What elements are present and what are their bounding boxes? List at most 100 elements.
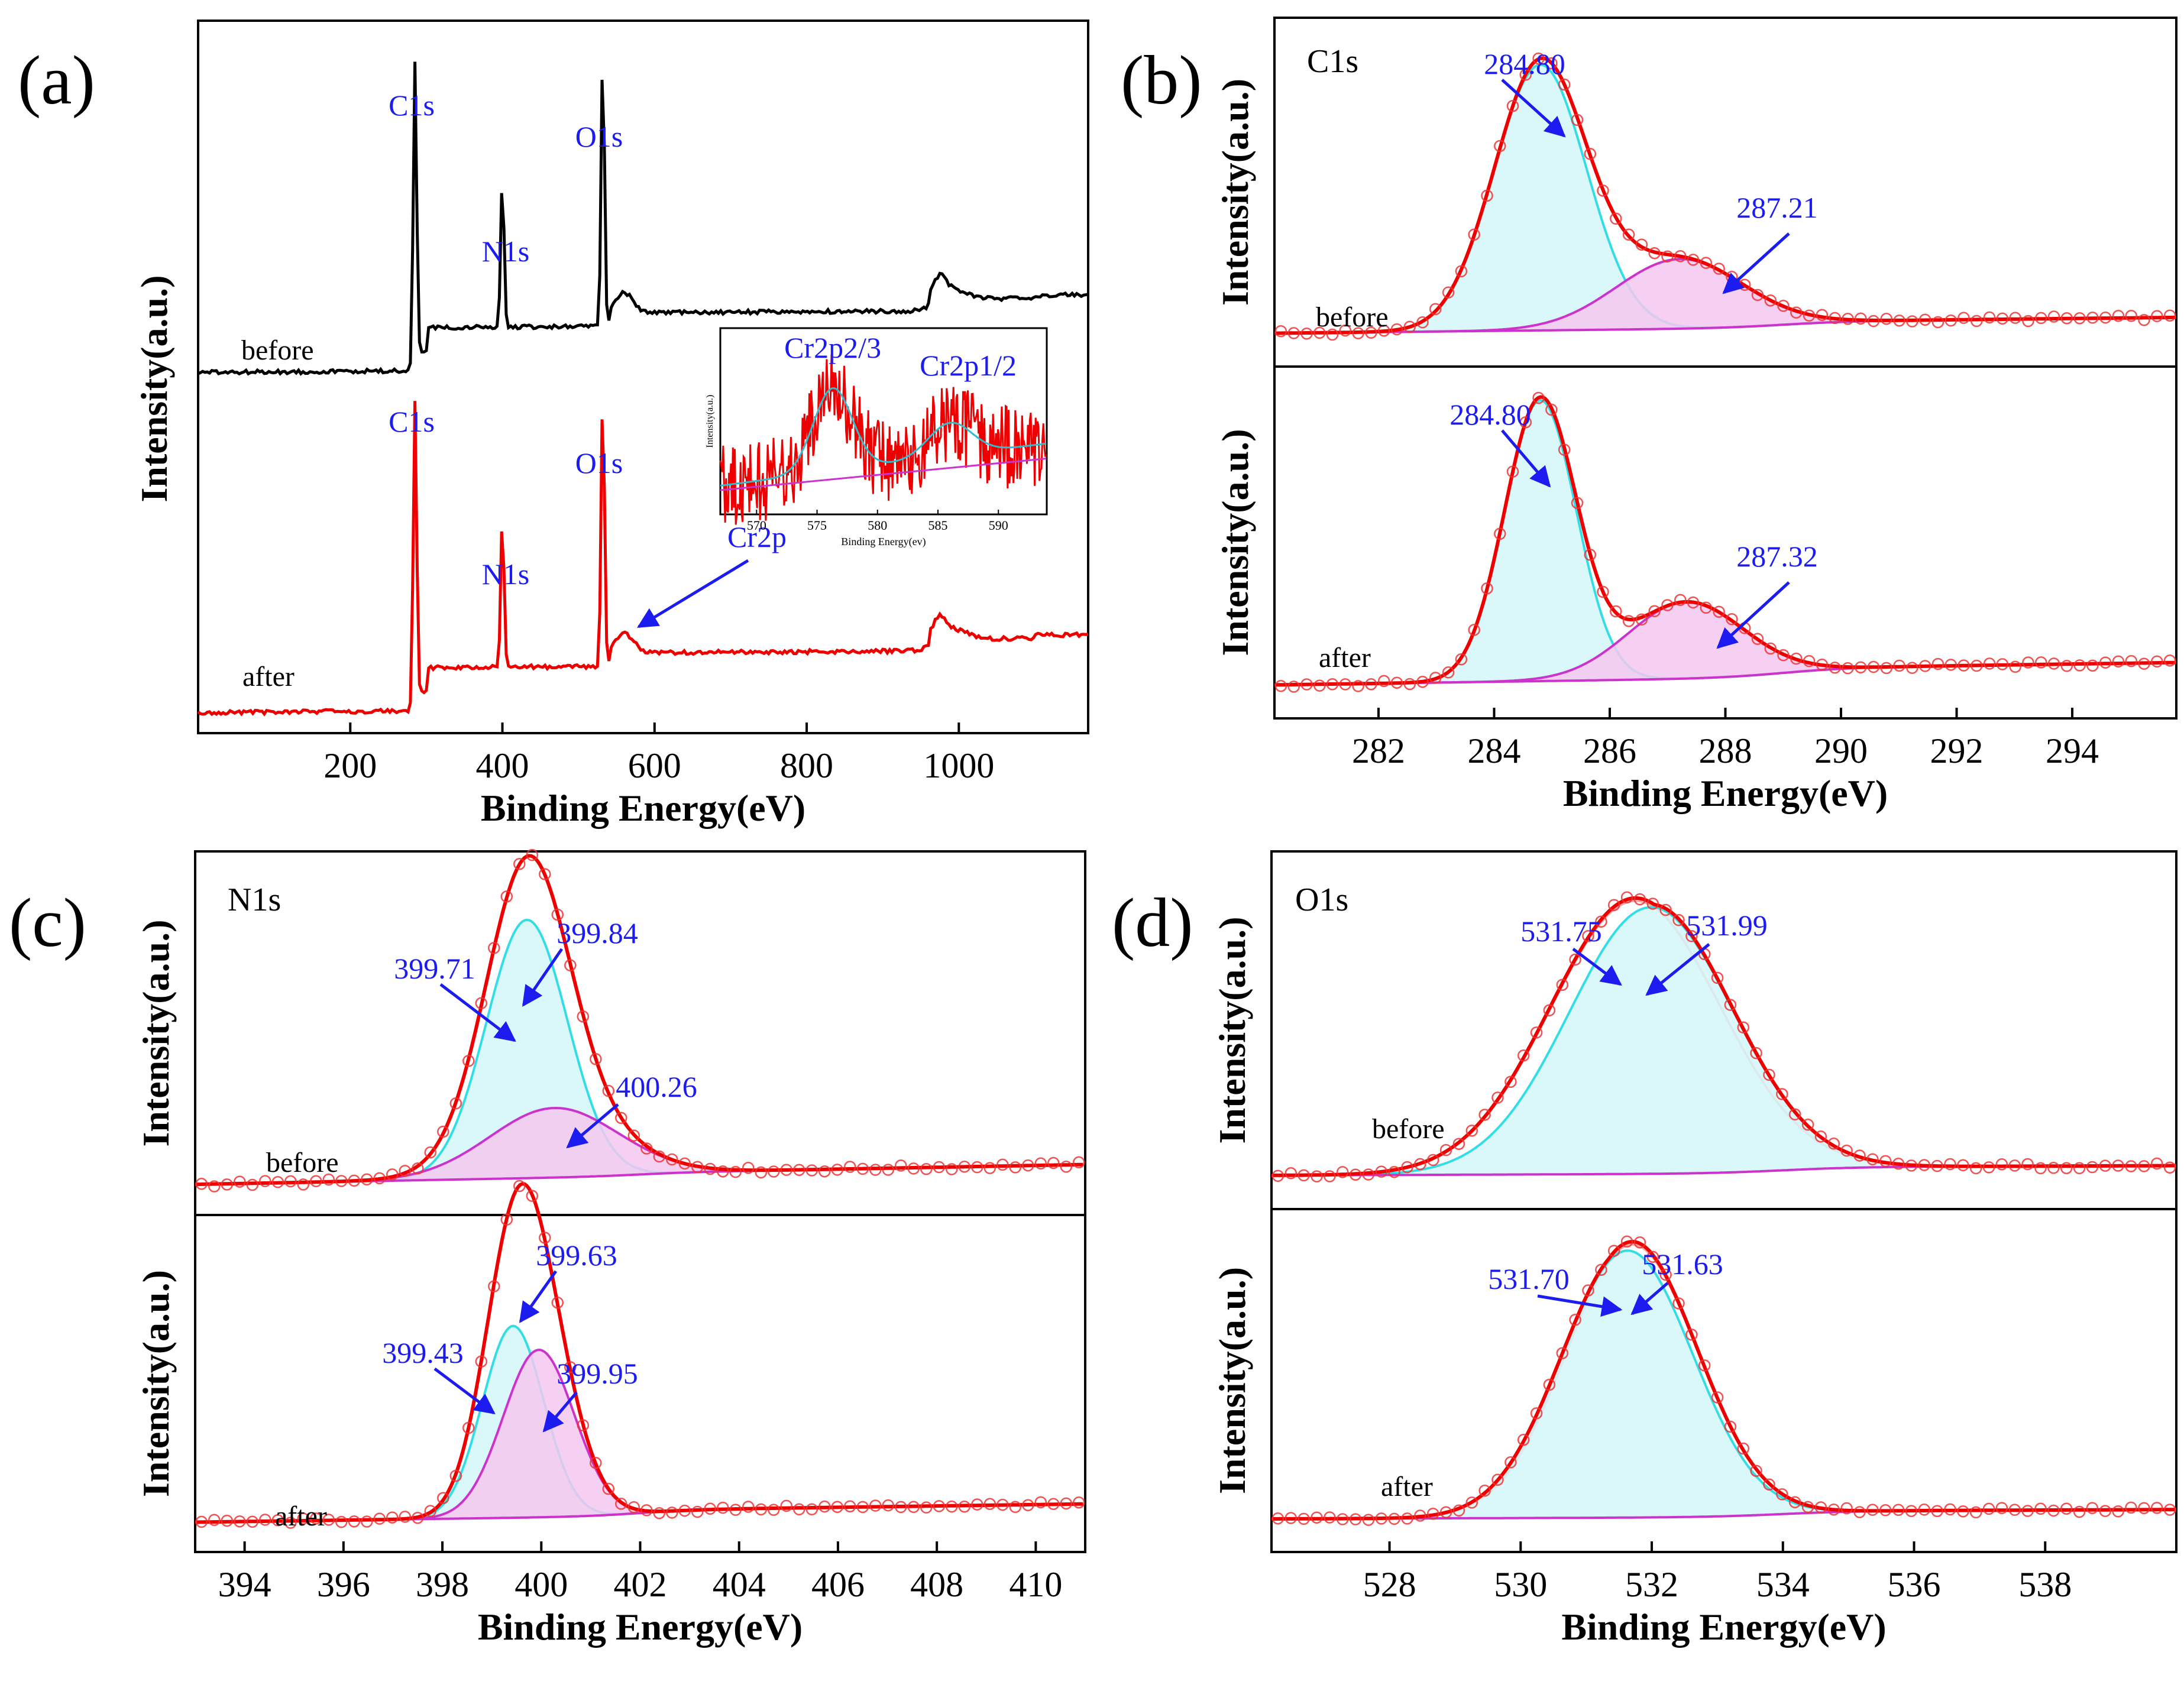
raw-data-point [2138, 657, 2150, 670]
raw-data-point [412, 1511, 424, 1524]
peak-arrow [1716, 581, 1790, 649]
raw-data-point [564, 959, 577, 971]
raw-data-point [1750, 1047, 1762, 1060]
raw-data-point [1009, 1161, 1022, 1174]
x-axis-title: Binding Energy(eV) [481, 787, 805, 829]
raw-data-point [755, 1503, 768, 1516]
raw-data-point [1711, 971, 1724, 984]
inset-fit-series [720, 387, 1047, 487]
raw-data-point [1982, 1502, 1995, 1515]
raw-data-point [1855, 661, 1867, 673]
raw-data-point [844, 1161, 856, 1173]
raw-data-point [1672, 913, 1685, 926]
raw-data-point [246, 1515, 259, 1528]
raw-data-point [818, 1500, 831, 1513]
raw-data-point [1532, 52, 1545, 65]
x-tick-label: 528 [1363, 1565, 1416, 1604]
x-tick-label: 1000 [923, 746, 994, 785]
peak-label: C1s [389, 405, 435, 438]
raw-data-point [1300, 678, 1313, 691]
condition-label: before [1372, 1113, 1445, 1145]
raw-data-point [1439, 1143, 1452, 1156]
x-tick-label: 394 [218, 1565, 271, 1604]
raw-data-point [920, 1501, 933, 1514]
peak-arrow [439, 983, 516, 1042]
x-tick-label: 530 [1494, 1565, 1547, 1604]
raw-data-point [1530, 1407, 1543, 1420]
raw-data-point [1009, 1501, 1022, 1514]
x-tick-label: 408 [910, 1565, 963, 1604]
raw-data-point [1893, 314, 1905, 327]
raw-data-point [1698, 1359, 1711, 1372]
raw-data-point [882, 1499, 895, 1512]
raw-data-point [1944, 1158, 1956, 1171]
survey-series-before [197, 61, 1089, 376]
envelope-fit [195, 1182, 1083, 1524]
raw-data-point [1365, 678, 1377, 691]
raw-data-point [1674, 250, 1687, 263]
raw-data-point [1685, 930, 1698, 942]
raw-data-point [869, 1499, 882, 1512]
raw-data-point [971, 1161, 983, 1174]
raw-data-point [1504, 1456, 1517, 1469]
raw-data-point [666, 1506, 678, 1519]
raw-data-point [1672, 1297, 1685, 1310]
raw-data-point [1298, 1169, 1310, 1182]
raw-data-point [1455, 265, 1468, 278]
peak-arrow [519, 1270, 558, 1323]
raw-data-point [1287, 327, 1300, 339]
raw-data-point [1610, 605, 1622, 618]
raw-data-point [1442, 286, 1455, 299]
raw-data-point [640, 1142, 653, 1155]
raw-data-point [691, 1161, 704, 1174]
x-tick-label: 400 [515, 1565, 568, 1604]
raw-data-point [195, 1515, 208, 1528]
raw-data-point [1764, 642, 1777, 655]
raw-data-point [539, 868, 551, 880]
raw-data-point [1390, 323, 1403, 336]
raw-data-point [755, 1166, 768, 1179]
raw-data-point [1905, 1505, 1918, 1517]
raw-data-point [1352, 327, 1364, 339]
raw-data-point [856, 1501, 869, 1514]
raw-data-point [1481, 582, 1493, 595]
raw-data-point [1790, 306, 1803, 319]
raw-data-point [768, 1504, 780, 1516]
raw-data-point [195, 1178, 208, 1190]
raw-data-point [1465, 1125, 1478, 1137]
raw-data-point [1648, 247, 1661, 260]
raw-data-point [996, 1158, 1009, 1171]
peak-position-label: 531.63 [1642, 1248, 1723, 1281]
y-axis-title: Intensity(a.u.) [135, 1270, 177, 1497]
x-tick-label: 410 [1009, 1565, 1062, 1604]
raw-data-point [1414, 1509, 1426, 1522]
raw-data-point [2086, 1161, 2099, 1174]
inset-x-tick-label: 590 [989, 518, 1008, 533]
raw-data-point [1801, 1118, 1814, 1131]
raw-data-point [1339, 324, 1352, 337]
x-tick-label: 398 [416, 1565, 469, 1604]
raw-data-point [615, 1498, 627, 1510]
y-axis-title: Intensity(a.u.) [1211, 916, 1253, 1143]
raw-data-point [322, 1173, 335, 1186]
raw-data-point [462, 1055, 475, 1067]
raw-data-point [1403, 678, 1416, 691]
raw-data-point [412, 1162, 424, 1175]
raw-data-point [1047, 1156, 1060, 1169]
raw-data-point [2099, 1159, 2112, 1172]
raw-data-point [2008, 1504, 2021, 1516]
peak-arrow [1572, 948, 1622, 986]
raw-data-point [1377, 324, 1390, 337]
raw-data-point [1452, 1138, 1465, 1150]
peak-position-label: 400.26 [616, 1070, 697, 1103]
condition-label: before [1316, 302, 1389, 333]
raw-data-point [1944, 659, 1957, 671]
raw-data-point [1751, 633, 1764, 645]
raw-data-point [1879, 1155, 1892, 1168]
raw-data-point [526, 1190, 539, 1202]
raw-data-point [1879, 1504, 1892, 1517]
raw-data-point [1022, 1499, 1034, 1512]
raw-data-point [1853, 1506, 1866, 1518]
raw-data-point [1349, 1168, 1362, 1181]
raw-data-point [1737, 1442, 1750, 1455]
